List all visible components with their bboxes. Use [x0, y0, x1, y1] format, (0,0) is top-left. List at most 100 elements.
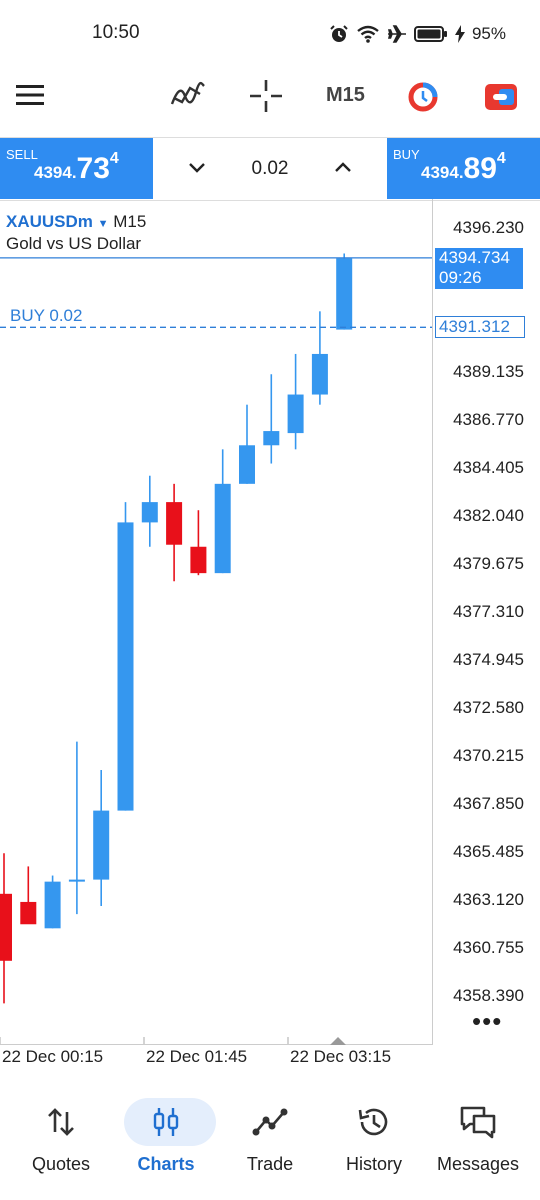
battery-percent: 95%: [471, 24, 506, 43]
candle-body: [287, 394, 304, 434]
candle-body: [166, 502, 183, 545]
symbol-name: XAUUSDm: [6, 212, 93, 231]
charts-icon: [153, 1108, 179, 1136]
bid-price-tag: 4394.734 09:26: [435, 248, 523, 289]
status-time: 10:50: [92, 22, 140, 43]
price-axis-label: 4367.850: [453, 793, 524, 813]
nav-quotes-label: Quotes: [31, 1154, 91, 1174]
trade-icon: [252, 1108, 288, 1136]
nav-charts-label: Charts: [137, 1154, 195, 1174]
one-click-trade-bar: SELL 4394.734 0.02 BUY 4394.894: [0, 137, 540, 201]
status-icons: 95%: [329, 22, 506, 46]
time-axis-label: 22 Dec 03:15: [290, 1047, 392, 1066]
buy-button[interactable]: BUY 4394.894: [387, 138, 540, 199]
candle: [0, 853, 12, 1004]
history-icon: [358, 1108, 388, 1136]
symbol-description: Gold vs US Dollar: [6, 234, 142, 253]
candle-body: [68, 879, 85, 882]
candle: [141, 475, 158, 547]
price-axis-label: 4365.485: [453, 841, 524, 861]
timeframe-button[interactable]: M15: [326, 84, 365, 106]
candle-body: [190, 546, 207, 574]
price-axis-label: 4360.755: [453, 937, 524, 957]
candle-body: [239, 445, 255, 484]
sell-price: 4394.734: [34, 150, 119, 185]
candle-body: [311, 353, 328, 395]
candle-body: [117, 522, 134, 811]
price-axis-label: 4396.230: [453, 217, 524, 237]
candle: [214, 449, 231, 574]
candle: [311, 311, 328, 405]
lot-value[interactable]: 0.02: [251, 158, 289, 179]
candle-body: [336, 258, 353, 330]
candle-body: [0, 893, 12, 961]
candle: [190, 510, 207, 576]
nav-charts[interactable]: Charts: [112, 1094, 220, 1194]
nav-quotes[interactable]: Quotes: [7, 1094, 115, 1194]
lot-size-control: 0.02: [153, 138, 387, 199]
price-axis-label: 4372.580: [453, 697, 524, 717]
chevron-up-icon[interactable]: [331, 154, 355, 182]
nav-history-label: History: [345, 1154, 402, 1174]
nav-trade[interactable]: Trade: [216, 1094, 324, 1194]
one-click-trading-icon[interactable]: [407, 81, 439, 113]
candle: [93, 770, 110, 906]
candle: [68, 741, 85, 915]
time-axis-label: 22 Dec 01:45: [146, 1047, 248, 1066]
chevron-down-icon[interactable]: [185, 154, 209, 182]
candle: [336, 253, 353, 330]
wifi-icon: [357, 25, 379, 43]
scroll-caret-icon[interactable]: [330, 1036, 346, 1045]
trade-panel-icon[interactable]: [485, 84, 517, 110]
price-axis-label: 4386.770: [453, 409, 524, 429]
price-axis-label: 4379.675: [453, 553, 524, 573]
candlestick-chart[interactable]: [0, 199, 432, 1044]
time-axis-label: 22 Dec 00:15: [2, 1047, 104, 1066]
caret-down-icon: ▼: [97, 218, 109, 230]
quotes-icon: [48, 1108, 74, 1136]
bid-price: 4394.734: [439, 248, 510, 267]
candle-body: [44, 881, 61, 929]
price-axis-label: 4377.310: [453, 601, 524, 621]
candle-body: [214, 483, 231, 574]
symbol-timeframe: M15: [113, 212, 147, 231]
price-axis-label: 4358.390: [453, 985, 524, 1005]
messages-icon: [460, 1106, 496, 1139]
price-axis-label: 4370.215: [453, 745, 524, 765]
chart-toolbar: M15: [0, 62, 540, 130]
candle-body: [263, 431, 280, 446]
candle: [44, 875, 61, 929]
candle-body: [141, 502, 158, 523]
candle-body: [20, 901, 37, 925]
nav-messages[interactable]: Messages: [424, 1094, 532, 1194]
indicators-icon[interactable]: [170, 80, 206, 110]
candle: [166, 483, 183, 582]
candle: [239, 404, 255, 484]
price-axis-label: 4382.040: [453, 505, 524, 525]
buy-price-tag: 4391.312: [435, 316, 525, 338]
candle-body: [93, 810, 110, 880]
candle: [287, 353, 304, 450]
nav-messages-label: Messages: [436, 1154, 520, 1174]
symbol-title[interactable]: XAUUSDm ▼ M15: [6, 212, 146, 232]
bar-timer: 09:26: [439, 268, 482, 287]
more-options-icon[interactable]: •••: [472, 1006, 503, 1036]
chart-area[interactable]: [0, 199, 433, 1045]
bottom-navigation: Quotes Charts Trade History Messages: [0, 1094, 540, 1200]
sell-button[interactable]: SELL 4394.734: [0, 138, 153, 199]
charging-icon: [454, 25, 465, 43]
candle: [20, 866, 37, 925]
sell-label: SELL: [6, 147, 38, 162]
nav-trade-label: Trade: [246, 1154, 294, 1174]
buy-position-label: BUY 0.02: [10, 306, 83, 325]
crosshair-icon[interactable]: [250, 80, 282, 112]
buy-label: BUY: [393, 147, 420, 162]
price-axis-label: 4389.135: [453, 361, 524, 381]
nav-history[interactable]: History: [320, 1094, 428, 1194]
battery-icon: [413, 26, 447, 42]
candle: [117, 502, 134, 811]
menu-icon[interactable]: [16, 84, 44, 106]
candle: [263, 374, 280, 464]
price-axis-label: 4363.120: [453, 889, 524, 909]
price-axis-label: 4374.945: [453, 649, 524, 669]
